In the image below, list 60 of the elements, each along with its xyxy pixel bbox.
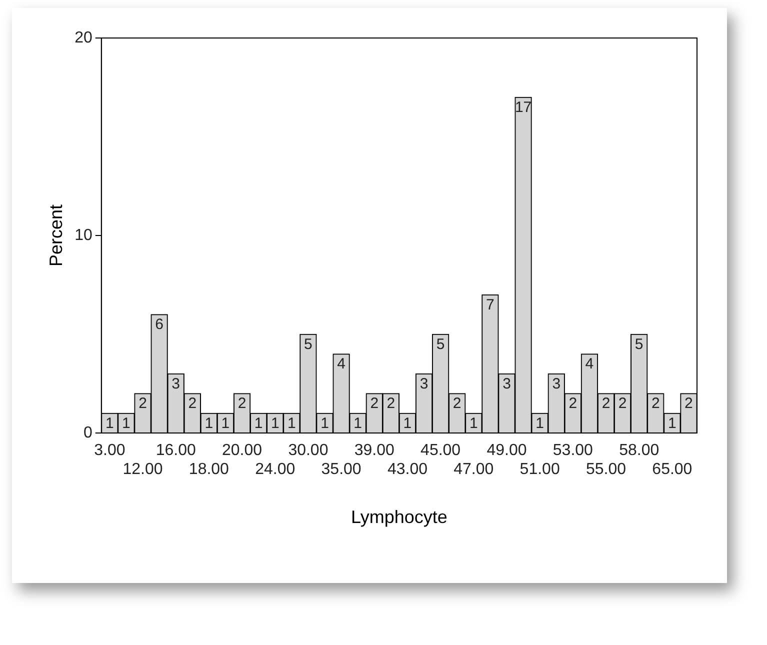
x-tick-label: 3.00 xyxy=(94,442,126,460)
x-tick-label: 45.00 xyxy=(420,442,461,460)
y-tick-label: 20 xyxy=(74,29,92,46)
data-label: 2 xyxy=(651,395,660,412)
x-tick-label: 20.00 xyxy=(222,442,262,460)
data-label: 2 xyxy=(238,395,246,412)
data-label: 2 xyxy=(568,395,578,412)
data-label: 3 xyxy=(172,375,180,392)
y-tick-label: 0 xyxy=(83,424,92,442)
x-tick-label: 55.00 xyxy=(586,461,626,478)
card-frame: Lymphocyte Percent 3.00 12.00 16.00 18.00 20.00 24.00 30.00 35.00 39.00 43.00 45.00 47.00 49.00 51.00 53.00 55.00 58.00 65.00 0 10 20 1 1 2 6 3 2 1 1 2 1 1 1 5 1 4 1 2 2 1 3 5 2 1 7 3 17 1 3 2 4 2 2 5 2 1 2 xyxy=(12,8,727,583)
data-label: 1 xyxy=(105,414,114,432)
data-label: 1 xyxy=(403,414,412,432)
x-tick-label: 16.00 xyxy=(156,442,196,460)
data-label: 2 xyxy=(684,395,693,412)
data-label: 1 xyxy=(221,414,230,432)
data-label: 7 xyxy=(486,296,494,314)
data-label: 5 xyxy=(436,336,445,353)
x-tick-label: 58.00 xyxy=(619,442,660,460)
y-tick-label: 10 xyxy=(74,226,92,244)
data-label: 1 xyxy=(469,414,478,432)
y-axis-title: Percent xyxy=(46,204,66,267)
data-label: 4 xyxy=(585,356,594,373)
data-label: 2 xyxy=(188,395,197,412)
x-tick-label: 47.00 xyxy=(454,461,494,478)
x-tick-label: 43.00 xyxy=(387,461,428,478)
data-label: 2 xyxy=(370,395,379,412)
data-label: 5 xyxy=(304,336,312,353)
x-tick-label: 53.00 xyxy=(552,442,594,460)
x-tick-label: 65.00 xyxy=(652,461,692,478)
data-label: 1 xyxy=(668,414,676,432)
data-label: 1 xyxy=(270,414,280,432)
x-tick-label: 51.00 xyxy=(520,461,560,478)
data-label: 2 xyxy=(452,395,462,412)
data-label: 6 xyxy=(155,316,164,334)
x-tick-label: 24.00 xyxy=(255,461,296,478)
data-label: 1 xyxy=(122,414,130,432)
data-label: 1 xyxy=(254,414,263,432)
x-tick-label: 39.00 xyxy=(354,442,394,460)
data-label: 1 xyxy=(536,414,544,432)
data-label: 1 xyxy=(320,414,329,432)
data-label: 2 xyxy=(138,395,147,412)
data-label: 17 xyxy=(514,98,532,116)
data-label: 2 xyxy=(386,395,396,412)
x-tick-label: 30.00 xyxy=(288,442,328,460)
data-label: 5 xyxy=(634,336,644,353)
x-tick-label: 18.00 xyxy=(188,461,230,478)
data-label: 3 xyxy=(420,375,428,392)
data-label: 3 xyxy=(502,375,511,392)
data-label: 2 xyxy=(618,395,627,412)
x-tick-label: 35.00 xyxy=(321,461,362,478)
data-label: 1 xyxy=(354,414,362,432)
data-label: 1 xyxy=(287,414,296,432)
data-label: 2 xyxy=(602,395,610,412)
data-label: 3 xyxy=(552,375,561,392)
x-tick-label: 12.00 xyxy=(122,461,163,478)
data-label: 4 xyxy=(337,356,346,373)
x-axis-title: Lymphocyte xyxy=(351,507,448,528)
data-label: 1 xyxy=(204,414,214,432)
x-tick-label: 49.00 xyxy=(486,442,527,460)
